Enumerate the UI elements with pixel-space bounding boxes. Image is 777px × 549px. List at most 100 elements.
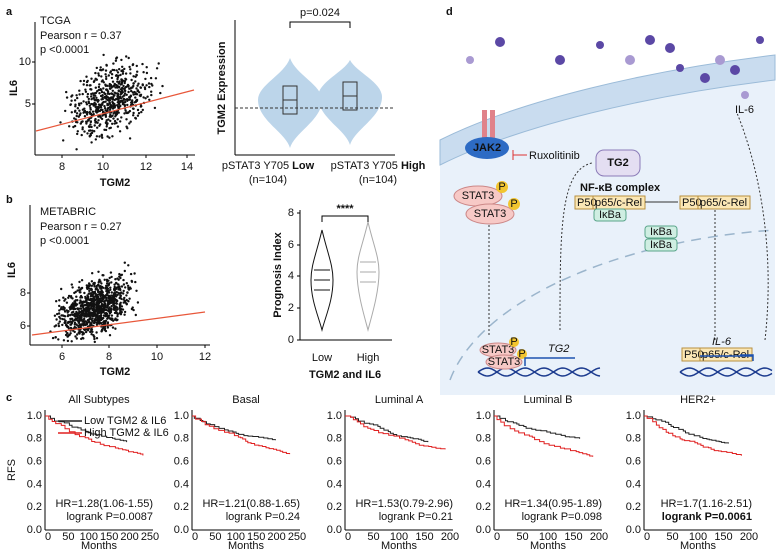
scatter-point [113,94,116,97]
scatter-point [102,274,105,277]
group-level: High [401,160,426,172]
scatter-point [123,296,126,300]
scatter-point [116,125,120,128]
scatter-point [79,304,83,308]
scatter-point [116,277,119,280]
label: TG2 [548,343,569,355]
scatter-point [155,67,159,70]
scatter-point [114,86,117,89]
scatter-point [106,135,109,138]
scatter-point [110,291,114,294]
scatter-point [109,115,113,119]
scatter-point [108,312,112,315]
scatter-point [94,77,97,81]
scatter-point [126,291,129,294]
scatter-point [102,286,105,289]
scatter-point [62,314,66,318]
scatter-point [97,88,101,92]
y-tick-label: 0.8 [174,433,189,445]
scatter-point [88,283,91,286]
scatter-point [71,286,74,289]
phosphate [508,198,520,210]
scatter-point [108,101,111,104]
dna [477,367,601,377]
plot-title: Basal [232,394,260,406]
scatter-point [132,82,135,85]
scatter-point [127,300,130,303]
scatter-point [142,71,145,74]
il6-molecule [700,73,710,83]
scatter-point [70,340,73,343]
scatter-point [89,298,92,301]
y-tick-label: 0.0 [27,524,42,536]
scatter-point [115,298,118,302]
scatter-point [84,309,87,312]
scatter-point [126,83,130,87]
scatter-point [69,332,72,335]
scatter-point [79,291,82,294]
survival-curve [494,415,581,439]
scatter-point [118,130,122,133]
scatter-point [108,108,112,111]
scatter-point [120,92,123,96]
scatter-point [101,96,104,99]
label: HR=1.21(0.88-1.65) [202,498,300,510]
scatter-point [123,89,127,93]
scatter-point [84,330,88,334]
scatter-point [132,107,135,111]
scatter-point [89,108,92,111]
scatter-point [145,84,148,87]
scatter-point [132,75,135,78]
scatter-point [76,130,80,133]
x-tick-label: 100 [689,531,707,543]
scatter-point [86,328,90,332]
scatter-point [111,326,115,329]
flow [736,112,769,341]
scatter-point [128,96,132,99]
scatter-point [130,86,133,89]
group-prefix: pSTAT3 Y705 [331,160,398,172]
scatter-point [93,340,97,344]
scatter-point [96,293,100,296]
scatter-point [125,298,128,302]
scatter-point [85,120,88,123]
y-tick-label: 0.6 [174,456,189,468]
scatter-point [119,90,122,94]
scatter-point [67,296,70,299]
scatter-point [122,84,125,88]
label: p65/c-Rel [595,197,642,209]
scatter-point [75,148,78,151]
violin [356,221,380,332]
scatter-point [103,107,107,110]
scatter-point [118,85,121,89]
scatter-point [87,119,90,122]
scatter-point [135,92,138,95]
label: NF-κB complex [580,182,661,194]
scatter-point [77,312,81,315]
scatter-point [102,327,105,330]
scatter-point [90,141,93,144]
label: RFS [6,459,18,481]
scatter-point [81,120,84,123]
scatter-point [129,272,133,276]
scatter-point [60,306,63,309]
scatter-point [77,289,81,292]
y-tick-label: 2 [288,302,294,314]
survival-curve [345,415,446,450]
scatter-point [97,85,101,89]
scatter-point [90,284,94,287]
scatter-point [90,288,94,291]
scatter-point [93,101,96,105]
group-prefix: pSTAT3 Y705 [222,160,289,172]
scatter-point [116,71,120,74]
dna [679,367,773,377]
scatter-point [106,84,109,88]
scatter-point [75,112,79,115]
tg2-protein [595,149,641,177]
label: HR=1.53(0.79-2.96) [355,498,453,510]
scatter-point [135,73,138,77]
scatter-point [103,296,106,299]
y-tick-label: 0.6 [327,456,342,468]
label: p=0.024 [300,7,340,19]
scatter-point [110,294,113,297]
